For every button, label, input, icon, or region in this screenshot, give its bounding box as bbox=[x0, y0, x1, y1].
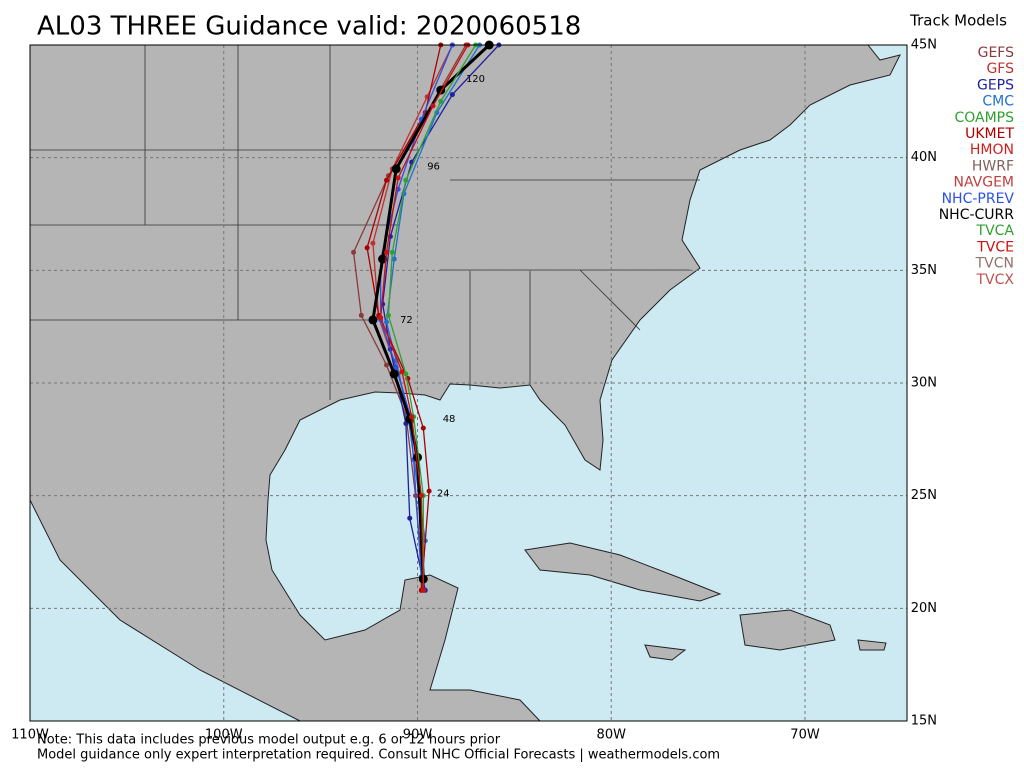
lon-label: 110W bbox=[11, 728, 49, 743]
track-point bbox=[384, 362, 389, 368]
track-point bbox=[438, 98, 444, 104]
track-point bbox=[391, 256, 397, 262]
track-point bbox=[409, 414, 415, 420]
lat-label: 20N bbox=[911, 601, 937, 616]
legend-entry: TVCA bbox=[976, 223, 1015, 239]
tau-label: 96 bbox=[427, 162, 440, 173]
legend-entry: UKMET bbox=[965, 126, 1014, 142]
lon-label: 90W bbox=[403, 728, 433, 743]
legend-entry: CMC bbox=[982, 94, 1014, 110]
track-point bbox=[384, 319, 389, 325]
track-point bbox=[368, 315, 378, 325]
lat-label: 40N bbox=[911, 150, 937, 165]
lat-label: 25N bbox=[911, 488, 937, 503]
legend-entry: GEFS bbox=[978, 45, 1015, 61]
track-point bbox=[391, 164, 401, 174]
track-point bbox=[389, 249, 395, 255]
tracks: 24 48 72 96 120 bbox=[351, 40, 502, 593]
lat-label: 35N bbox=[911, 263, 937, 278]
lat-label: 15N bbox=[911, 714, 937, 729]
legend-entry: NHC-CURR bbox=[939, 207, 1015, 223]
legend-entry: GFS bbox=[986, 61, 1014, 77]
track-point bbox=[378, 315, 384, 321]
track-point bbox=[430, 103, 436, 109]
track-point bbox=[395, 175, 401, 181]
legend-entry: TVCN bbox=[975, 256, 1014, 272]
puerto-rico bbox=[857, 639, 887, 651]
note: Model guidance only expert interpretatio… bbox=[37, 748, 720, 763]
track-point bbox=[420, 587, 426, 593]
legend-entry: TVCX bbox=[976, 272, 1015, 288]
tau-label: 24 bbox=[437, 488, 450, 499]
lat-label: 30N bbox=[911, 376, 937, 391]
map-frame bbox=[29, 44, 908, 722]
lon-label: 100W bbox=[205, 728, 243, 743]
track-point bbox=[370, 240, 376, 246]
track-point bbox=[351, 249, 357, 255]
track-point bbox=[407, 515, 413, 521]
track-point bbox=[449, 92, 455, 98]
track-point bbox=[420, 425, 426, 431]
legend-entry: HWRF bbox=[972, 158, 1014, 174]
lat-label: 45N bbox=[911, 38, 937, 53]
track-point bbox=[389, 369, 399, 379]
track-point bbox=[413, 452, 422, 462]
tau-label: 48 bbox=[443, 414, 456, 425]
tau-label: 120 bbox=[466, 74, 485, 85]
track-point bbox=[418, 493, 424, 499]
grid bbox=[30, 45, 907, 721]
legend-entry: COAMPS bbox=[954, 110, 1014, 126]
track-point bbox=[393, 364, 399, 370]
track-point bbox=[403, 371, 409, 377]
track-point bbox=[384, 249, 389, 255]
legend-entry: NAVGEM bbox=[953, 175, 1014, 191]
track-point bbox=[358, 312, 364, 318]
track-point bbox=[399, 369, 405, 375]
legend-entry: GEPS bbox=[977, 77, 1014, 93]
track-point bbox=[403, 177, 409, 183]
note: Note: This data includes previous model … bbox=[37, 733, 501, 748]
lon-label: 80W bbox=[597, 728, 627, 743]
track-point bbox=[384, 177, 389, 183]
tau-label: 72 bbox=[400, 315, 413, 326]
legend-entry: NHC-PREV bbox=[942, 191, 1015, 207]
lon-label: 70W bbox=[790, 728, 820, 743]
legend-entry: HMON bbox=[970, 142, 1014, 158]
title: AL03 THREE Guidance valid: 2020060518 bbox=[37, 12, 581, 42]
cuba bbox=[524, 542, 722, 602]
track-point bbox=[364, 245, 370, 251]
jamaica bbox=[644, 644, 687, 661]
legend-title: Track Models bbox=[909, 12, 1007, 30]
track-point bbox=[385, 312, 391, 318]
hispaniola bbox=[739, 609, 836, 651]
legend-entry: TVCE bbox=[976, 239, 1014, 255]
track-point bbox=[378, 254, 388, 264]
track-point bbox=[426, 488, 432, 494]
